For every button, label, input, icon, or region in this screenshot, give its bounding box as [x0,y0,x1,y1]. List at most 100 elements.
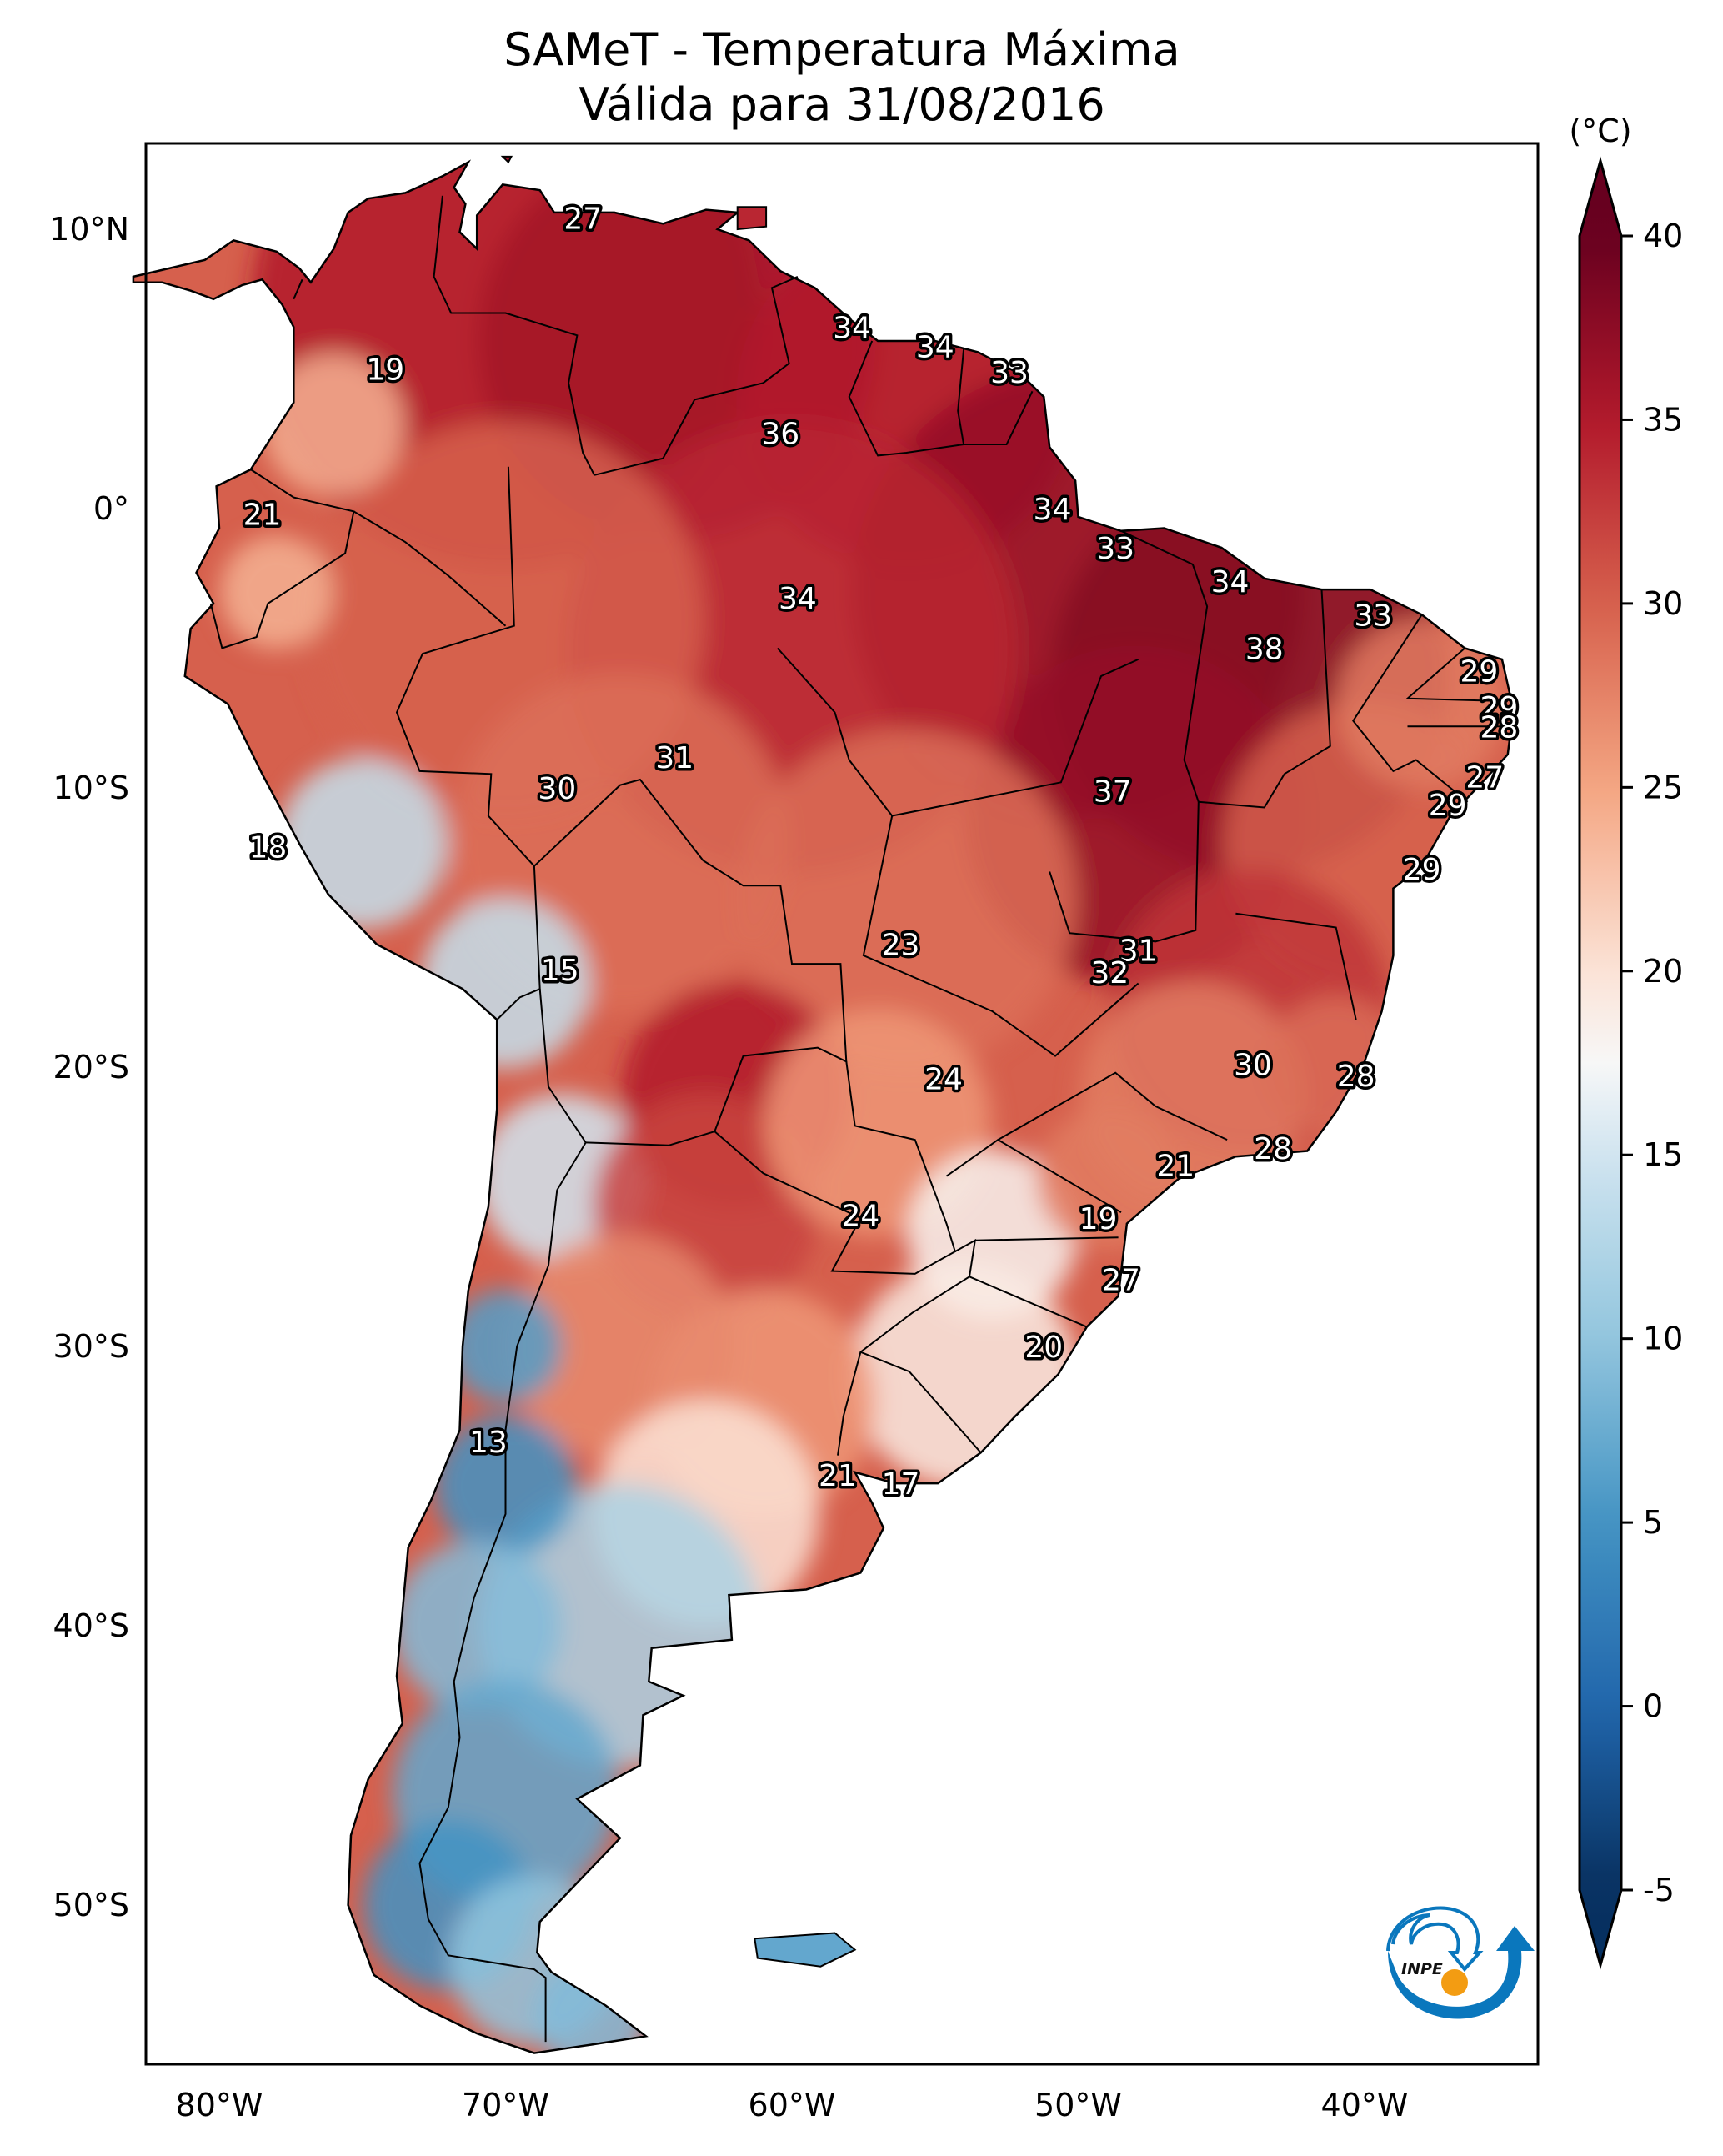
station-value-label: 28 [1254,1132,1292,1166]
station-value-label: 30 [1234,1049,1272,1083]
station-value-label: 27 [1102,1264,1140,1298]
temperature-region [219,535,333,649]
station-value-label: 13 [469,1426,508,1460]
country-border [594,275,799,476]
station-value-label: 24 [842,1200,880,1234]
country-border [862,815,1139,1057]
temperature-region [1265,996,1407,1138]
station-value-label: 21 [1156,1149,1195,1183]
station-value-label: 20 [1024,1331,1063,1365]
y-tick-label: 10°N [49,211,129,248]
station-value-label: 32 [1090,956,1129,990]
country-border [1405,647,1508,703]
station-value-label: 29 [1460,654,1498,689]
station-value-label: 33 [1096,532,1134,566]
country-border [997,1071,1228,1141]
islands [500,155,857,1968]
station-value-label: 28 [1337,1060,1375,1094]
temperature-region [392,1541,563,1711]
station-value-label: 19 [366,353,404,388]
colorbar-tick-label: -5 [1643,1872,1675,1908]
x-tick-label: 40°W [1321,2087,1409,2123]
station-value-label: 38 [1245,633,1284,667]
colorbar-tick-label: 20 [1643,953,1683,990]
country-border [969,1276,1088,1328]
logo-text: INPE [1401,1960,1443,1978]
country-border [1120,529,1209,803]
island [500,155,513,164]
x-axis-ticks: 80°W 70°W 60°W 50°W 40°W [176,2087,1409,2123]
station-value-label: 34 [916,331,954,365]
colorbar-tick-label: 10 [1643,1321,1683,1357]
chart-title: SAMeT - Temperatura Máxima [503,23,1180,76]
country-border [957,348,1034,445]
island [754,1932,857,1968]
country-border [209,469,355,649]
colorbar-tick-label: 30 [1643,585,1683,622]
country-border [353,510,507,627]
y-tick-label: 30°S [53,1328,129,1365]
station-value-label: 17 [882,1467,920,1502]
country-border [418,989,587,2043]
logo-spiral-icon [1386,1906,1484,1973]
country-border [1198,589,1331,809]
station-value-label: 37 [1094,775,1132,809]
country-border [860,1351,982,1453]
y-tick-label: 10°S [53,770,129,806]
island [736,206,768,231]
country-border [974,1236,1119,1241]
temperature-region [1336,619,1507,790]
x-tick-label: 60°W [749,2087,836,2123]
station-value-label: 34 [1034,493,1072,527]
x-tick-label: 80°W [176,2087,263,2123]
temperature-region [534,1960,649,2053]
station-value-label: 31 [1119,934,1158,968]
colorbar-tick-label: 15 [1643,1136,1683,1173]
country-border [293,278,303,300]
y-axis-ticks: 10°N 0° 10°S 20°S 30°S 40°S 50°S [49,211,129,1923]
country-border [1049,801,1200,943]
temperature-field [132,155,1515,2054]
station-value-label: 15 [541,954,579,988]
station-value-label: 27 [1465,761,1504,795]
station-value-label: 24 [924,1062,963,1096]
country-border [395,466,541,1020]
inpe-logo: INPE [1386,1906,1535,2019]
station-value-label: 33 [990,356,1029,390]
colorbar-ticks: 40 35 30 25 20 15 10 5 0 -5 [1621,218,1683,1908]
temperature-region [506,1233,734,1460]
station-value-label: 34 [1211,565,1250,599]
colorbar-tick-label: 5 [1643,1504,1663,1541]
y-tick-label: 40°S [53,1607,129,1644]
colorbar-bar [1578,156,1623,1970]
country-border [533,778,848,1146]
country-border [848,340,964,457]
map-frame [144,142,1540,2066]
y-tick-label: 50°S [53,1887,129,1923]
temperature-region [448,1290,563,1403]
station-value-label: 28 [1480,710,1519,745]
chart-subtitle: Válida para 31/08/2016 [579,78,1105,131]
station-value-label: 19 [1079,1202,1118,1236]
logo-swoosh-icon [1388,1926,1535,2019]
country-border [1352,614,1469,803]
station-value-label: 33 [1354,599,1392,633]
station-value-label: 18 [248,830,287,865]
station-value-label: 31 [655,741,694,775]
colorbar-tick-label: 25 [1643,769,1683,805]
y-tick-label: 20°S [53,1049,129,1086]
x-tick-label: 50°W [1034,2087,1122,2123]
colorbar-tick-label: 0 [1643,1688,1663,1725]
station-value-label: 36 [761,418,799,452]
station-value-label: 21 [819,1459,857,1493]
station-value-label: 27 [563,203,602,237]
station-value-label: 34 [833,311,871,345]
temperature-region [263,353,405,496]
colorbar-tick-label: 40 [1643,218,1683,254]
temperature-region [736,730,1077,1070]
colorbar-units-label: (°C) [1569,113,1631,149]
country-border [714,1061,956,1275]
station-value-label: 29 [1403,853,1441,887]
